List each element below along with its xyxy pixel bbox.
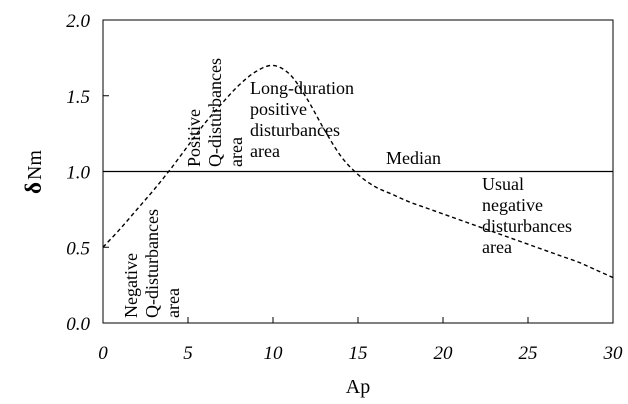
x-tick-label: 25 [519, 343, 538, 364]
y-tick-label: 0.0 [66, 314, 90, 335]
y-tick-label: 1.5 [66, 87, 90, 108]
median-label: Median [386, 148, 441, 168]
tick-labels: 0 5 10 15 20 25 30 0.0 0.5 1.0 1.5 2.0 [66, 11, 623, 364]
svg-text:δNm: δ Nm [21, 150, 46, 194]
x-axis-label: Ap [346, 376, 370, 398]
positive-q-annotation: PositiveQ-disturbancesarea [184, 58, 246, 167]
x-tick-label: 0 [98, 343, 108, 364]
y-axis-symbol: δ [21, 182, 46, 194]
long-duration-annotation: Long-duration positive disturbances area [250, 78, 354, 161]
svg-text:NegativeQ-disturbancesarea: NegativeQ-disturbancesarea [121, 209, 183, 318]
x-tick-label: 5 [183, 343, 193, 364]
y-axis-text: Nm [24, 150, 46, 180]
dnm-curve [102, 64, 614, 279]
x-tick-label: 10 [264, 343, 284, 364]
y-tick-label: 0.5 [66, 238, 90, 259]
y-tick-label: 1.0 [66, 163, 90, 184]
x-tick-label: 15 [349, 343, 368, 364]
x-tick-label: 20 [434, 343, 454, 364]
svg-text:PositiveQ-disturbancesarea: PositiveQ-disturbancesarea [184, 58, 246, 167]
y-axis-label: δ Nm [21, 150, 46, 194]
x-tick-label: 30 [603, 343, 624, 364]
negative-q-annotation: NegativeQ-disturbancesarea [121, 209, 183, 318]
y-tick-label: 2.0 [66, 11, 90, 32]
usual-negative-annotation: Usual negative disturbances area [482, 174, 572, 257]
